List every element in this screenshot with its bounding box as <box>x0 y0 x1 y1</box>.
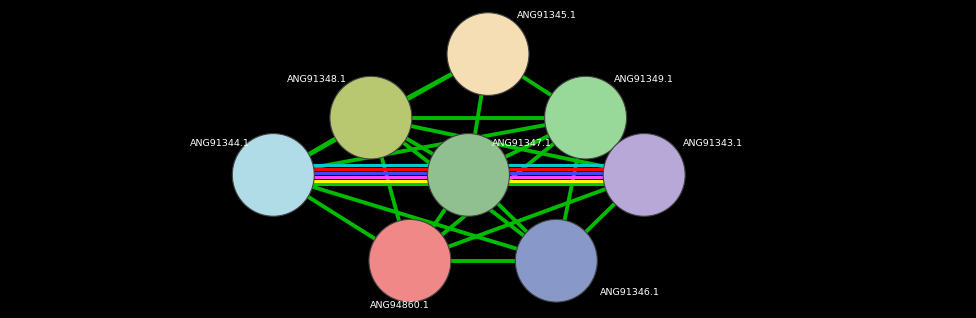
Ellipse shape <box>603 134 685 216</box>
Ellipse shape <box>447 13 529 95</box>
Text: ANG91344.1: ANG91344.1 <box>189 139 250 148</box>
Ellipse shape <box>369 219 451 302</box>
Text: ANG91345.1: ANG91345.1 <box>516 11 577 20</box>
Text: ANG91348.1: ANG91348.1 <box>287 75 347 84</box>
Text: ANG91346.1: ANG91346.1 <box>599 288 660 297</box>
Ellipse shape <box>545 76 627 159</box>
Ellipse shape <box>427 134 509 216</box>
Text: ANG94860.1: ANG94860.1 <box>370 301 430 310</box>
Text: ANG91347.1: ANG91347.1 <box>492 139 552 148</box>
Text: ANG91349.1: ANG91349.1 <box>614 75 674 84</box>
Ellipse shape <box>232 134 314 216</box>
Text: ANG91343.1: ANG91343.1 <box>682 139 743 148</box>
Ellipse shape <box>515 219 597 302</box>
Ellipse shape <box>330 76 412 159</box>
